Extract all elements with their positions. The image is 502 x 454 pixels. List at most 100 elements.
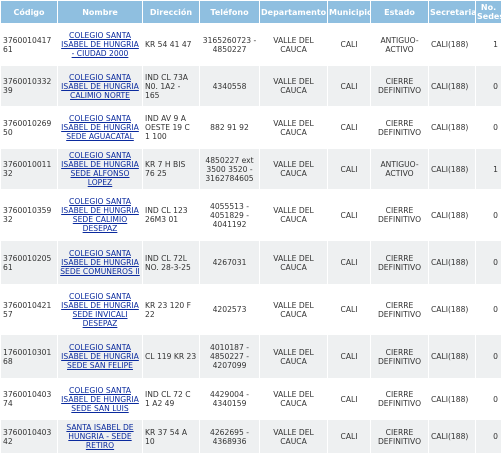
- cell-nombre: COLEGIO SANTA ISABEL DE HUNGRIA SEDE COM…: [58, 241, 142, 284]
- cell-codigo: 376001042157: [1, 285, 57, 334]
- cell-nombre: COLEGIO SANTA ISABEL DE HUNGRIA CALIMIO …: [58, 66, 142, 106]
- cell-nombre: COLEGIO SANTA ISABEL DE HUNGRIA - CIUDAD…: [58, 24, 142, 65]
- cell-municipio: CALI: [328, 107, 370, 148]
- school-name-link[interactable]: COLEGIO SANTA ISABEL DE HUNGRIA SEDE CAL…: [61, 197, 139, 233]
- cell-municipio: CALI: [328, 190, 370, 240]
- cell-departamento: VALLE DEL CAUCA: [260, 420, 327, 453]
- col-header-direccion[interactable]: Dirección: [143, 1, 199, 23]
- cell-telefono: 4202573: [200, 285, 259, 334]
- cell-telefono: 4055513 - 4051829 - 4041192: [200, 190, 259, 240]
- school-name-link[interactable]: COLEGIO SANTA ISABEL DE HUNGRIA SEDE COM…: [60, 249, 140, 276]
- table-row: 376001040342 SANTA ISABEL DE HUNGRIA - S…: [1, 420, 501, 453]
- cell-sedes: 0: [476, 335, 501, 378]
- cell-sedes: 0: [476, 190, 501, 240]
- school-name-link[interactable]: COLEGIO SANTA ISABEL DE HUNGRIA SEDE INV…: [61, 291, 139, 328]
- cell-estado: CIERRE DEFINITIVO: [371, 285, 428, 334]
- table-row: 376001033239 COLEGIO SANTA ISABEL DE HUN…: [1, 66, 501, 106]
- cell-departamento: VALLE DEL CAUCA: [260, 107, 327, 148]
- table-row: 376001026950 COLEGIO SANTA ISABEL DE HUN…: [1, 107, 501, 148]
- col-header-codigo[interactable]: Código: [1, 1, 57, 23]
- cell-telefono: 3165260723 - 4850227: [200, 24, 259, 65]
- cell-secretaria: CALI(188): [429, 107, 475, 148]
- school-name-link[interactable]: COLEGIO SANTA ISABEL DE HUNGRIA SEDE SAN…: [61, 343, 139, 370]
- cell-secretaria: CALI(188): [429, 149, 475, 189]
- cell-departamento: VALLE DEL CAUCA: [260, 149, 327, 189]
- table-row: 376001042157 COLEGIO SANTA ISABEL DE HUN…: [1, 285, 501, 334]
- col-header-departamento[interactable]: Departamento: [260, 1, 327, 23]
- cell-estado: CIERRE DEFINITIVO: [371, 107, 428, 148]
- cell-direccion: KR 23 120 F 22: [143, 285, 199, 334]
- cell-departamento: VALLE DEL CAUCA: [260, 190, 327, 240]
- cell-direccion: IND AV 9 A OESTE 19 C 1 100: [143, 107, 199, 148]
- cell-direccion: IND CL 123 26M3 01: [143, 190, 199, 240]
- cell-telefono: 4340558: [200, 66, 259, 106]
- school-name-link[interactable]: COLEGIO SANTA ISABEL DE HUNGRIA SEDE SAN…: [61, 385, 139, 413]
- cell-nombre: COLEGIO SANTA ISABEL DE HUNGRIA SEDE ALF…: [58, 149, 142, 189]
- cell-nombre: COLEGIO SANTA ISABEL DE HUNGRIA SEDE SAN…: [58, 335, 142, 378]
- cell-estado: CIERRE DEFINITIVO: [371, 420, 428, 453]
- school-name-link[interactable]: COLEGIO SANTA ISABEL DE HUNGRIA SEDE ALF…: [61, 151, 139, 187]
- cell-departamento: VALLE DEL CAUCA: [260, 335, 327, 378]
- table-row: 376001035932 COLEGIO SANTA ISABEL DE HUN…: [1, 190, 501, 240]
- cell-codigo: 376001026950: [1, 107, 57, 148]
- cell-estado: ANTIGUO-ACTIVO: [371, 149, 428, 189]
- table-row: 176001030168 COLEGIO SANTA ISABEL DE HUN…: [1, 335, 501, 378]
- col-header-sedes[interactable]: No. Sedes: [476, 1, 501, 23]
- cell-estado: CIERRE DEFINITIVO: [371, 190, 428, 240]
- cell-secretaria: CALI(188): [429, 335, 475, 378]
- cell-telefono: 4429004 - 4340159: [200, 379, 259, 419]
- table-row: 376001001132 COLEGIO SANTA ISABEL DE HUN…: [1, 149, 501, 189]
- cell-sedes: 1: [476, 24, 501, 65]
- cell-municipio: CALI: [328, 66, 370, 106]
- cell-municipio: CALI: [328, 335, 370, 378]
- col-header-estado[interactable]: Estado: [371, 1, 428, 23]
- cell-codigo: 376001040374: [1, 379, 57, 419]
- cell-sedes: 0: [476, 379, 501, 419]
- cell-sedes: 0: [476, 107, 501, 148]
- cell-sedes: 0: [476, 66, 501, 106]
- cell-municipio: CALI: [328, 241, 370, 284]
- table-header: Código Nombre Dirección Teléfono Departa…: [1, 1, 501, 23]
- school-name-link[interactable]: COLEGIO SANTA ISABEL DE HUNGRIA CALIMIO …: [61, 72, 139, 100]
- col-header-municipio[interactable]: Municipio: [328, 1, 370, 23]
- cell-estado: ANTIGUO-ACTIVO: [371, 24, 428, 65]
- cell-municipio: CALI: [328, 285, 370, 334]
- cell-departamento: VALLE DEL CAUCA: [260, 379, 327, 419]
- cell-nombre: COLEGIO SANTA ISABEL DE HUNGRIA SEDE SAN…: [58, 379, 142, 419]
- cell-secretaria: CALI(188): [429, 241, 475, 284]
- cell-telefono: 4267031: [200, 241, 259, 284]
- col-header-telefono[interactable]: Teléfono: [200, 1, 259, 23]
- cell-telefono: 4850227 ext 3500 3520 - 3162784605: [200, 149, 259, 189]
- school-name-link[interactable]: SANTA ISABEL DE HUNGRIA - SEDE RETIRO: [66, 423, 134, 450]
- table-row: 376001020561 COLEGIO SANTA ISABEL DE HUN…: [1, 241, 501, 284]
- table-row: 376001040374 COLEGIO SANTA ISABEL DE HUN…: [1, 379, 501, 419]
- cell-sedes: 0: [476, 420, 501, 453]
- cell-secretaria: CALI(188): [429, 190, 475, 240]
- cell-direccion: KR 37 54 A 10: [143, 420, 199, 453]
- col-header-nombre[interactable]: Nombre: [58, 1, 142, 23]
- cell-codigo: 176001030168: [1, 335, 57, 378]
- cell-municipio: CALI: [328, 379, 370, 419]
- col-header-secretaria[interactable]: Secretaria: [429, 1, 475, 23]
- cell-direccion: KR 7 H BIS 76 25: [143, 149, 199, 189]
- cell-codigo: 376001033239: [1, 66, 57, 106]
- cell-codigo: 376001035932: [1, 190, 57, 240]
- table-row: 376001041761 COLEGIO SANTA ISABEL DE HUN…: [1, 24, 501, 65]
- cell-departamento: VALLE DEL CAUCA: [260, 24, 327, 65]
- cell-municipio: CALI: [328, 149, 370, 189]
- cell-estado: CIERRE DEFINITIVO: [371, 241, 428, 284]
- cell-telefono: 4262695 - 4368936: [200, 420, 259, 453]
- cell-codigo: 376001041761: [1, 24, 57, 65]
- cell-municipio: CALI: [328, 420, 370, 453]
- cell-codigo: 376001001132: [1, 149, 57, 189]
- cell-sedes: 0: [476, 241, 501, 284]
- cell-secretaria: CALI(188): [429, 66, 475, 106]
- cell-secretaria: CALI(188): [429, 420, 475, 453]
- cell-nombre: COLEGIO SANTA ISABEL DE HUNGRIA SEDE CAL…: [58, 190, 142, 240]
- cell-municipio: CALI: [328, 24, 370, 65]
- school-name-link[interactable]: COLEGIO SANTA ISABEL DE HUNGRIA SEDE AGU…: [61, 114, 139, 141]
- school-name-link[interactable]: COLEGIO SANTA ISABEL DE HUNGRIA - CIUDAD…: [61, 31, 139, 58]
- cell-departamento: VALLE DEL CAUCA: [260, 66, 327, 106]
- cell-telefono: 882 91 92: [200, 107, 259, 148]
